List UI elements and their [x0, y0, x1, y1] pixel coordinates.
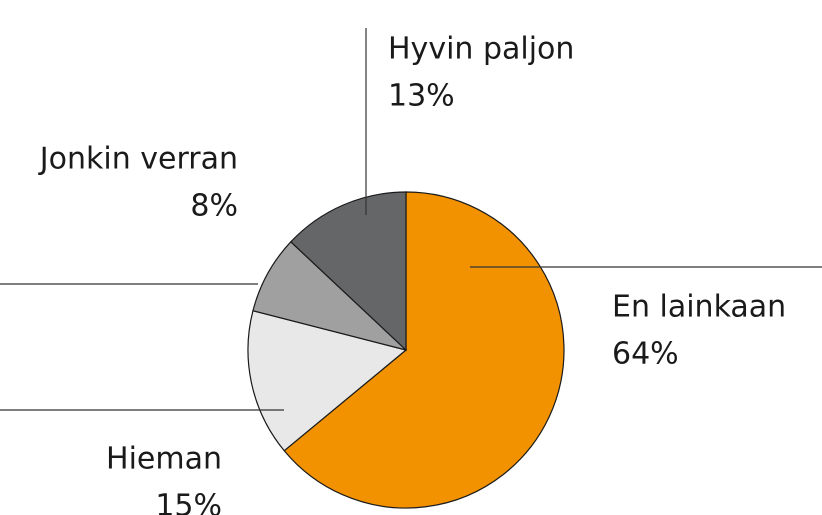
- pie-slice: [289, 191, 407, 352]
- slice-label: Hyvin paljon: [388, 32, 574, 67]
- slice-label: Hieman: [106, 442, 222, 477]
- slice-value-label: 15%: [155, 489, 222, 515]
- slice-value-label: 13%: [388, 79, 455, 114]
- slice-label: Jonkin verran: [38, 142, 238, 177]
- pie-slice: [247, 309, 408, 452]
- pie-slice: [283, 191, 565, 509]
- slice-label: En lainkaan: [612, 290, 786, 325]
- slice-value-label: 64%: [612, 337, 679, 372]
- slice-value-label: 8%: [190, 189, 238, 224]
